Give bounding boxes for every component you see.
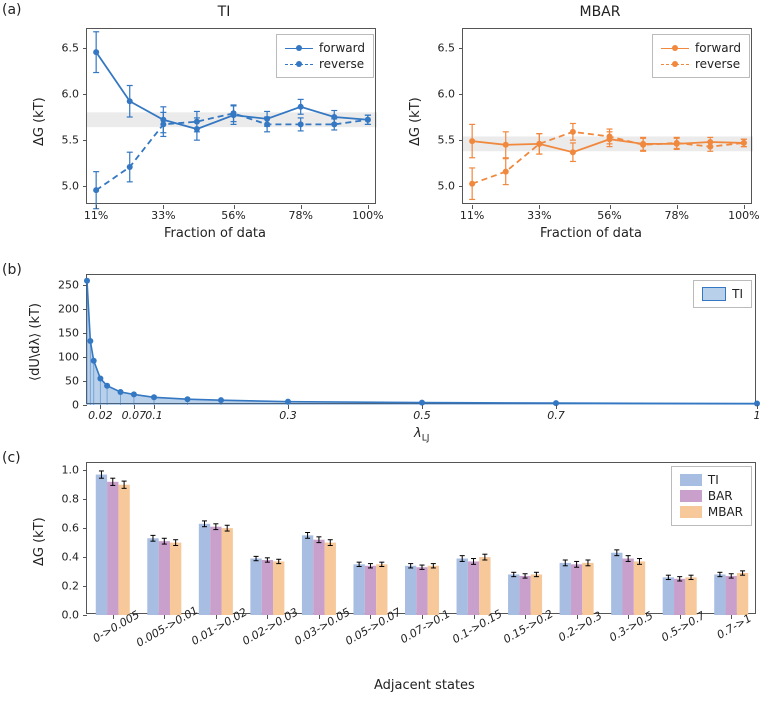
ti-legend-forward-label: forward [319,41,365,55]
c-ylabel: ΔG (kT) [32,517,47,566]
b-plot-area: 0501001502002500.020.070.10.30.50.71 [86,274,756,404]
b-legend-label: TI [732,287,743,301]
b-ylabel: ⟨dU\dλ⟩ (kT) [28,303,43,381]
b-legend-swatch [702,287,726,301]
panel-a-label: (a) [2,2,22,18]
ti-legend-reverse-label: reverse [319,57,364,71]
ti-xlabel: Fraction of data [164,226,266,241]
b-legend: TI [693,280,752,308]
b-xlabel: λLJ [414,426,429,444]
mbar-legend-reverse-line [661,64,689,65]
mbar-xlabel: Fraction of data [540,226,642,241]
mbar-legend-forward-line [661,48,689,49]
panel-a-ti: TI 5.05.56.06.511%33%56%78%100% ΔG (kT) … [64,6,384,250]
mbar-legend-forward-label: forward [695,41,741,55]
panel-c: 0.00.20.40.60.81.00->0.0050.005->0.010.0… [64,456,764,696]
panel-b-label: (b) [2,262,22,278]
c-legend: TIBARMBAR [671,466,752,526]
mbar-legend: forward reverse [652,34,750,78]
ti-title: TI [64,4,384,20]
mbar-title: MBAR [440,4,760,20]
c-plot-area: 0.00.20.40.60.81.00->0.0050.005->0.010.0… [86,462,756,614]
ti-legend-reverse-line [285,64,313,65]
mbar-legend-reverse-label: reverse [695,57,740,71]
c-xlabel: Adjacent states [374,678,475,693]
panel-a-mbar: MBAR 5.05.56.06.511%33%56%78%100% ΔG (kT… [440,6,760,250]
ti-legend: forward reverse [276,34,374,78]
ti-ylabel: ΔG (kT) [32,97,47,146]
figure: (a) (b) (c) TI 5.05.56.06.511%33%56%78%1… [0,0,780,704]
ti-legend-forward-line [285,48,313,49]
mbar-ylabel: ΔG (kT) [408,97,423,146]
panel-b: 0501001502002500.020.070.10.30.50.71 ⟨dU… [64,268,764,446]
panel-c-label: (c) [2,450,21,466]
